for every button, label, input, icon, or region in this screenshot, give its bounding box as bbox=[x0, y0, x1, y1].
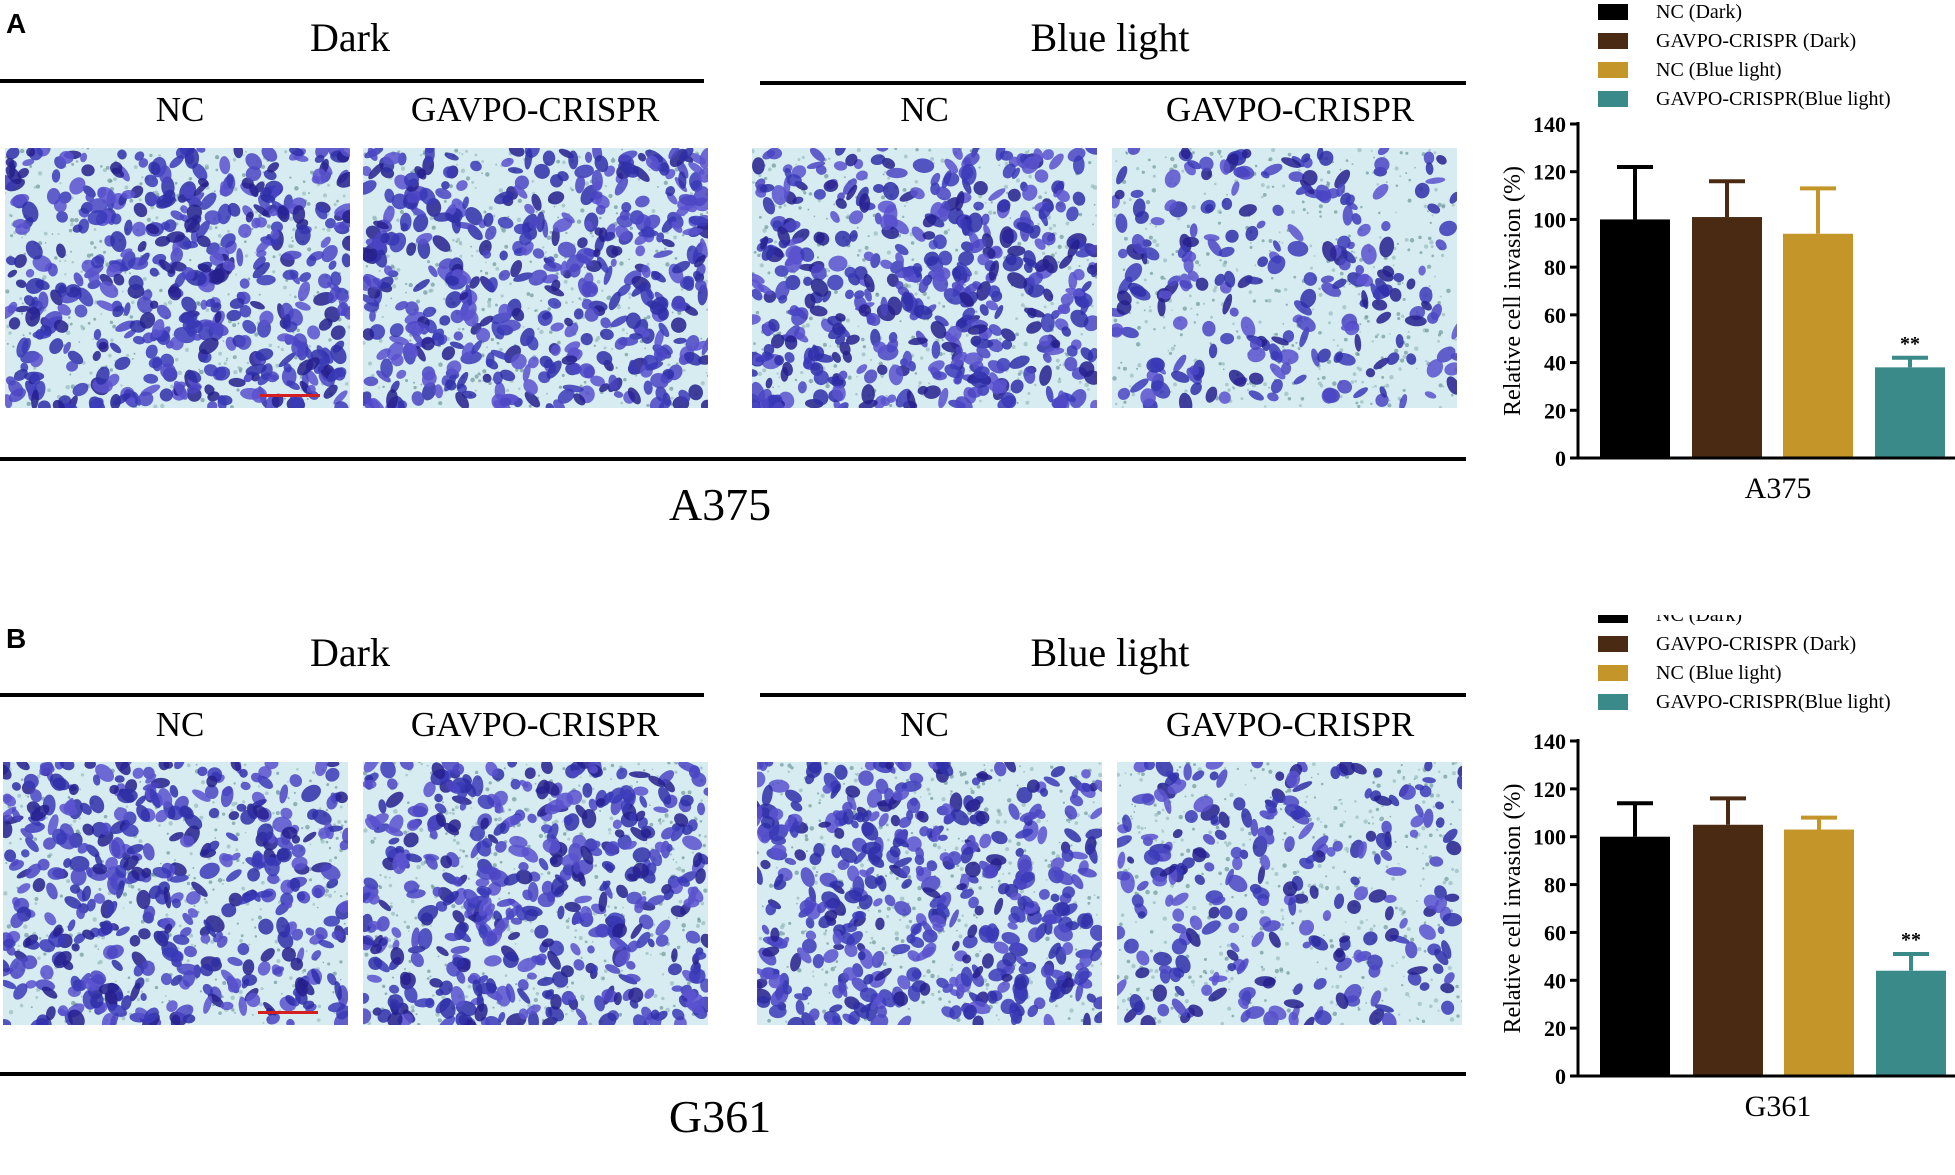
bar bbox=[1600, 837, 1670, 1076]
x-axis-label: A375 bbox=[1745, 472, 1812, 505]
label-nc-dark: NC bbox=[0, 90, 360, 130]
bar bbox=[1783, 234, 1853, 458]
micrograph-texture bbox=[752, 148, 1097, 408]
micrograph-texture bbox=[363, 762, 708, 1025]
significance-label: ** bbox=[1901, 929, 1921, 951]
y-tick-label: 60 bbox=[1544, 920, 1566, 945]
legend-swatch bbox=[1598, 62, 1628, 78]
legend-swatch bbox=[1598, 33, 1628, 49]
y-tick-label: 20 bbox=[1544, 1016, 1566, 1041]
y-axis-label: Relative cell invasion (%) bbox=[1500, 166, 1526, 416]
legend-label: GAVPO-CRISPR(Blue light) bbox=[1656, 88, 1891, 110]
legend-swatch bbox=[1598, 615, 1628, 623]
label-nc-blue: NC bbox=[752, 705, 1097, 745]
bar-chart-a375: NC (Dark) GAVPO-CRISPR (Dark) NC (Blue lig… bbox=[1490, 0, 1955, 560]
y-axis-label: Relative cell invasion (%) bbox=[1500, 784, 1526, 1034]
group-title-blue-light: Blue light bbox=[760, 14, 1460, 61]
legend-swatch bbox=[1598, 694, 1628, 710]
bar bbox=[1693, 825, 1763, 1076]
y-tick-label: 120 bbox=[1533, 160, 1566, 185]
micrograph-texture bbox=[757, 762, 1102, 1025]
bar bbox=[1876, 971, 1946, 1076]
y-tick-label: 80 bbox=[1544, 255, 1566, 280]
group-rule-blue-light bbox=[760, 81, 1466, 85]
legend-label: NC (Blue light) bbox=[1656, 59, 1782, 81]
y-tick-label: 80 bbox=[1544, 873, 1566, 898]
legend-label: NC (Dark) bbox=[1656, 615, 1742, 626]
panel-b: B Dark Blue light NC GAVPO-CRISPR NC GAV… bbox=[0, 615, 1955, 1175]
cell-line-rule bbox=[0, 457, 1466, 461]
bar bbox=[1600, 219, 1670, 458]
y-tick-label: 140 bbox=[1533, 729, 1566, 754]
micrograph bbox=[363, 148, 708, 408]
label-nc-blue: NC bbox=[752, 90, 1097, 130]
y-tick-label: 100 bbox=[1533, 825, 1566, 850]
x-axis-label: G361 bbox=[1745, 1090, 1812, 1123]
micrograph-texture bbox=[5, 148, 350, 408]
y-tick-label: 0 bbox=[1555, 446, 1566, 471]
micrograph-texture bbox=[363, 148, 708, 408]
scale-bar bbox=[258, 1011, 318, 1014]
y-tick-label: 120 bbox=[1533, 777, 1566, 802]
bar bbox=[1875, 367, 1945, 458]
legend-label: GAVPO-CRISPR (Dark) bbox=[1656, 30, 1856, 52]
label-nc-dark: NC bbox=[0, 705, 360, 745]
legend-label: NC (Blue light) bbox=[1656, 662, 1782, 684]
micrograph bbox=[363, 762, 708, 1025]
legend-swatch bbox=[1598, 91, 1628, 107]
y-tick-label: 40 bbox=[1544, 968, 1566, 993]
bar-chart-g361: NC (Dark) GAVPO-CRISPR (Dark) NC (Blue lig… bbox=[1490, 615, 1955, 1139]
micrograph bbox=[5, 148, 350, 408]
bar bbox=[1692, 217, 1762, 458]
label-gavpo-blue: GAVPO-CRISPR bbox=[1110, 705, 1470, 745]
cell-line-rule bbox=[0, 1072, 1466, 1076]
y-tick-label: 0 bbox=[1555, 1064, 1566, 1089]
label-gavpo-blue: GAVPO-CRISPR bbox=[1110, 90, 1470, 130]
y-tick-label: 140 bbox=[1533, 112, 1566, 137]
micrograph bbox=[3, 762, 348, 1025]
micrograph-texture bbox=[1112, 148, 1457, 408]
micrograph bbox=[1117, 762, 1462, 1025]
micrograph bbox=[1112, 148, 1457, 408]
legend-label: NC (Dark) bbox=[1656, 1, 1742, 23]
legend-label: GAVPO-CRISPR(Blue light) bbox=[1656, 691, 1891, 713]
group-title-dark: Dark bbox=[0, 14, 700, 61]
group-title-dark: Dark bbox=[0, 629, 700, 676]
y-tick-label: 20 bbox=[1544, 398, 1566, 423]
group-rule-dark bbox=[0, 693, 704, 697]
micrograph bbox=[752, 148, 1097, 408]
scale-bar bbox=[260, 394, 320, 397]
significance-label: ** bbox=[1900, 333, 1920, 355]
legend-label: GAVPO-CRISPR (Dark) bbox=[1656, 633, 1856, 655]
y-tick-label: 40 bbox=[1544, 351, 1566, 376]
micrograph-texture bbox=[1117, 762, 1462, 1025]
y-tick-label: 100 bbox=[1533, 207, 1566, 232]
label-gavpo-dark: GAVPO-CRISPR bbox=[360, 90, 710, 130]
y-tick-label: 60 bbox=[1544, 303, 1566, 328]
legend-swatch bbox=[1598, 636, 1628, 652]
panel-a: A Dark Blue light NC GAVPO-CRISPR NC GAV… bbox=[0, 0, 1955, 560]
legend-swatch bbox=[1598, 4, 1628, 20]
group-title-blue-light: Blue light bbox=[760, 629, 1460, 676]
legend-swatch bbox=[1598, 665, 1628, 681]
bar bbox=[1784, 830, 1854, 1076]
micrograph bbox=[757, 762, 1102, 1025]
label-gavpo-dark: GAVPO-CRISPR bbox=[360, 705, 710, 745]
group-rule-blue-light bbox=[760, 693, 1466, 697]
group-rule-dark bbox=[0, 79, 704, 83]
cell-line-label: A375 bbox=[0, 478, 1440, 531]
cell-line-label: G361 bbox=[0, 1090, 1440, 1143]
micrograph-texture bbox=[3, 762, 348, 1025]
